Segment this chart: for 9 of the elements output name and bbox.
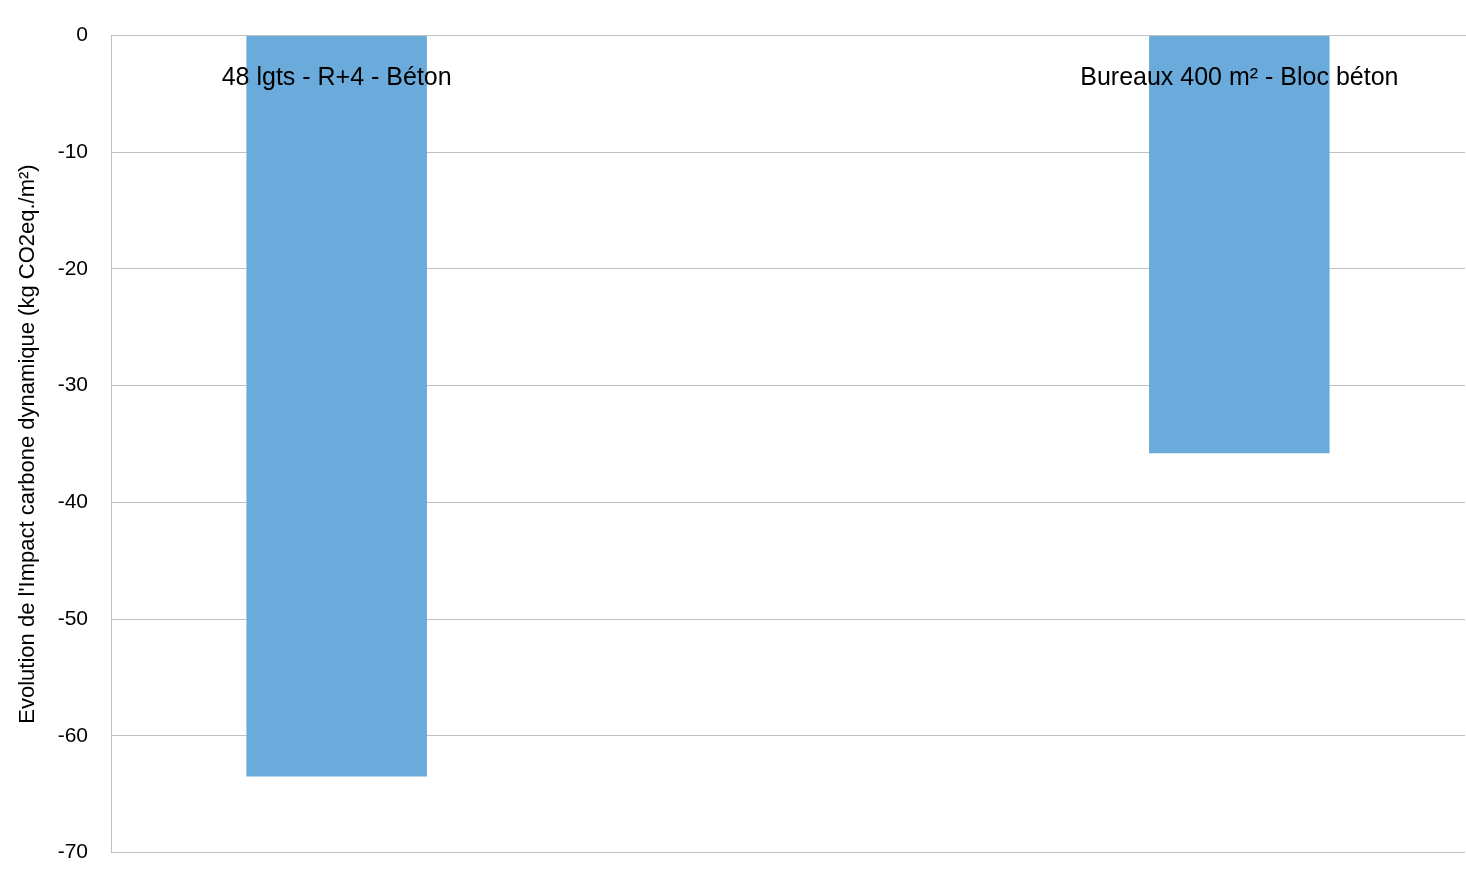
- y-tick-label: -50: [57, 605, 88, 629]
- y-tick-label: -30: [57, 372, 88, 396]
- y-tick-label: -70: [57, 839, 88, 863]
- y-tick-label: -40: [57, 489, 88, 513]
- y-axis-title: Evolution de l'Impact carbone dynamique (kg CO2eq./m²): [14, 164, 40, 724]
- y-tick-label: 0: [76, 22, 88, 46]
- y-tick-label: -60: [57, 722, 88, 746]
- y-tick-label: -20: [57, 255, 88, 279]
- y-tick-label: -10: [57, 139, 88, 163]
